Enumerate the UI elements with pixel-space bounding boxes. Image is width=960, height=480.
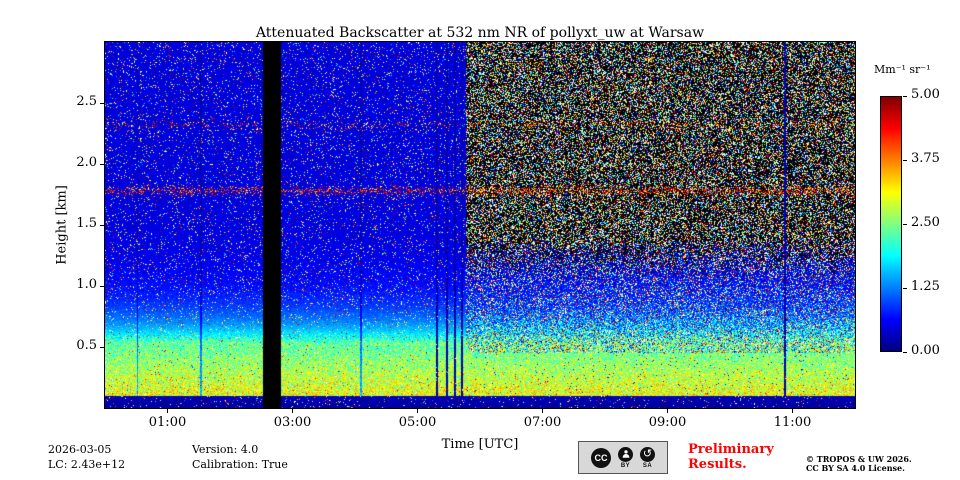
- preliminary-line2: Results.: [688, 457, 747, 472]
- copyright-line1: © TROPOS & UW 2026.: [806, 454, 912, 464]
- plot-title: Attenuated Backscatter at 532 nm NR of p…: [255, 25, 705, 41]
- x-tick-label: 11:00: [773, 415, 812, 430]
- x-tick-mark: [167, 409, 168, 413]
- heatmap-canvas: [105, 42, 855, 408]
- plot-area: [104, 41, 856, 409]
- colorbar-tick-label: 2.50: [911, 215, 940, 230]
- colorbar-tick-mark: [903, 95, 907, 97]
- colorbar-tick-mark: [903, 159, 907, 161]
- colorbar-unit-label: Mm⁻¹ sr⁻¹: [874, 63, 931, 76]
- y-tick-label: 2.5: [76, 94, 97, 109]
- cc-icon: CC: [591, 447, 611, 468]
- x-tick-label: 09:00: [648, 415, 687, 430]
- x-tick-label: 03:00: [273, 415, 312, 430]
- colorbar-tick-label: 1.25: [911, 279, 940, 294]
- colorbar-tick-label: 5.00: [911, 87, 940, 102]
- y-tick-label: 1.0: [76, 277, 97, 292]
- x-tick-label: 07:00: [523, 415, 562, 430]
- footer-left-block: 2026-03-05 LC: 2.43e+12: [48, 442, 125, 472]
- colorbar: [880, 96, 902, 352]
- x-tick-mark: [667, 409, 668, 413]
- cc-sa-label: SA: [642, 462, 653, 469]
- x-tick-label: 05:00: [398, 415, 437, 430]
- x-tick-mark: [292, 409, 293, 413]
- copyright-note: © TROPOS & UW 2026. CC BY SA 4.0 License…: [806, 455, 912, 473]
- colorbar-tick-mark: [903, 351, 907, 353]
- cc-by-person-icon: [618, 446, 633, 462]
- cc-sa-arrow-icon: ↺: [640, 446, 655, 462]
- y-axis-label: Height [km]: [54, 185, 70, 265]
- colorbar-tick-mark: [903, 223, 907, 225]
- preliminary-line1: Preliminary: [688, 442, 774, 457]
- x-tick-mark: [792, 409, 793, 413]
- preliminary-results-note: Preliminary Results.: [688, 442, 774, 472]
- cc-sa-arrow-glyph: ↺: [642, 447, 653, 460]
- cc-by-group: BY: [618, 446, 633, 469]
- x-tick-mark: [417, 409, 418, 413]
- footer-lidar-constant: LC: 2.43e+12: [48, 458, 126, 471]
- cc-icon-label: CC: [594, 452, 608, 463]
- cc-by-sa-badge: CC BY ↺ SA: [578, 441, 668, 474]
- colorbar-tick-mark: [903, 287, 907, 289]
- colorbar-tick-label: 3.75: [911, 151, 940, 166]
- y-tick-label: 2.0: [76, 155, 97, 170]
- cc-sa-group: ↺ SA: [640, 446, 655, 469]
- x-tick-label: 01:00: [148, 415, 187, 430]
- x-axis-label: Time [UTC]: [441, 437, 519, 452]
- x-tick-mark: [542, 409, 543, 413]
- copyright-line2: CC BY SA 4.0 License.: [806, 463, 905, 473]
- cc-by-label: BY: [620, 462, 631, 469]
- footer-calibration: Calibration: True: [192, 458, 288, 471]
- footer-version-block: Version: 4.0 Calibration: True: [192, 442, 288, 472]
- y-tick-label: 0.5: [76, 338, 97, 353]
- footer-date: 2026-03-05: [48, 443, 112, 456]
- footer-version: Version: 4.0: [192, 443, 259, 456]
- colorbar-tick-label: 0.00: [911, 343, 940, 358]
